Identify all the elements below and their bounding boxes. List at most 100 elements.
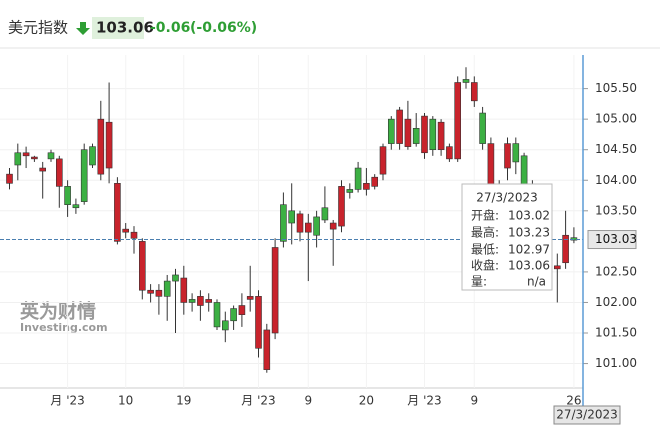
candle-body <box>246 296 254 300</box>
price: 103.06 <box>96 19 154 37</box>
tooltip-date: 27/3/2023 <box>476 191 538 205</box>
candle-body <box>562 234 569 264</box>
tooltip: 27/3/2023 开盘: 103.02 最高: 103.23 最低: 102.… <box>461 183 553 291</box>
x-tick-label: 26 <box>566 394 581 408</box>
tooltip-label: 量: <box>471 275 487 289</box>
y-tick-label: 101.00 <box>595 356 637 370</box>
tooltip-value: 102.97 <box>508 243 550 257</box>
candle-body <box>271 247 279 334</box>
candle-body <box>197 296 204 306</box>
x-tick-label: 20 <box>359 394 374 408</box>
candle-body <box>570 237 578 241</box>
candle-body <box>354 167 362 190</box>
candle-body <box>155 289 163 297</box>
watermark-brand: 英为财情 <box>20 300 96 323</box>
candle-body <box>404 118 412 147</box>
change: -0.06 <box>150 20 190 36</box>
x-tick-label: 月 '23 <box>241 394 275 408</box>
x-tick-label: 10 <box>118 394 133 408</box>
x-tick-label: 9 <box>470 394 478 408</box>
candle-body <box>205 299 212 303</box>
change-pct: (-0.06%) <box>190 20 257 36</box>
candle-body <box>130 231 138 239</box>
y-tick-label: 102.50 <box>595 264 637 278</box>
candle-body <box>329 222 337 230</box>
instrument-title: 美元指数 <box>8 19 68 37</box>
candle-body <box>172 274 179 282</box>
tooltip-label: 收盘: <box>471 258 499 273</box>
tooltip-label: 最低: <box>471 243 499 257</box>
candle-body <box>387 118 395 144</box>
candle-body <box>188 299 196 303</box>
candle-body <box>296 213 304 233</box>
candle-body <box>379 146 387 175</box>
tooltip-value: n/a <box>527 275 546 289</box>
tooltip-value: 103.23 <box>508 226 550 240</box>
candle-body <box>6 173 13 184</box>
plot: 101.00 101.50 102.00 102.50 103.50 104.00 104.… <box>0 55 637 408</box>
y-tick-label: 102.00 <box>595 295 637 309</box>
candle-body <box>39 167 47 172</box>
candle-body <box>396 109 403 144</box>
tooltip-value: 103.02 <box>508 209 550 223</box>
candle-body <box>504 143 511 169</box>
candle-body <box>14 152 22 166</box>
candle-body <box>64 186 71 205</box>
candle-body <box>512 143 520 163</box>
y-tick-label: 103.50 <box>595 203 637 217</box>
x-tick-label: 月 '23 <box>50 394 84 408</box>
candle-body <box>371 176 379 187</box>
candle-body <box>304 222 312 233</box>
candle-body <box>288 210 296 224</box>
tooltip-box <box>461 183 553 291</box>
candle-body <box>446 146 453 160</box>
candle-body <box>180 277 188 303</box>
candle-body <box>470 82 478 102</box>
candle-body <box>114 183 121 242</box>
tooltip-label: 开盘: <box>471 208 499 223</box>
crosshair-date: 27/3/2023 <box>556 408 618 422</box>
candle-body <box>147 289 154 294</box>
candle-body <box>222 320 229 331</box>
y-tick-label: 104.50 <box>595 142 637 156</box>
candle-body <box>346 189 354 193</box>
x-tick-label: 9 <box>304 394 312 408</box>
candle-body <box>72 204 80 209</box>
candle-body <box>80 149 88 202</box>
candle-body <box>47 152 55 160</box>
candle-body <box>338 186 345 227</box>
candle-body <box>263 329 271 370</box>
candle-body <box>230 308 237 322</box>
y-tick-label: 101.50 <box>595 326 637 340</box>
candle-body <box>55 158 63 187</box>
candle-body <box>363 183 370 190</box>
crosshair-date-box <box>553 405 621 425</box>
candle-body <box>280 204 287 242</box>
y-tick-label: 105.00 <box>595 112 637 126</box>
price-box <box>92 17 144 39</box>
candle-body <box>89 146 96 166</box>
candle-body <box>313 216 320 236</box>
y-tick-label: 104.00 <box>595 173 637 187</box>
candle-body <box>31 156 38 160</box>
x-tick-label: 月 '23 <box>407 394 441 408</box>
candle-body <box>553 265 561 270</box>
candle-body <box>238 305 246 315</box>
watermark-site: Investing.com <box>20 321 108 334</box>
candle-body <box>22 152 30 157</box>
candle-body <box>479 112 486 144</box>
current-price-box <box>587 230 637 250</box>
candle-body <box>139 241 146 291</box>
candle-body <box>462 79 470 83</box>
candle-body <box>255 296 262 349</box>
candle-body <box>97 118 105 175</box>
candle-body <box>429 118 437 151</box>
candle-body <box>163 280 171 297</box>
candle-body <box>122 228 129 233</box>
current-price-label: 103.03 <box>595 232 637 246</box>
tooltip-value: 103.06 <box>508 259 550 273</box>
candle-body <box>213 302 221 328</box>
candle-body <box>412 128 420 144</box>
